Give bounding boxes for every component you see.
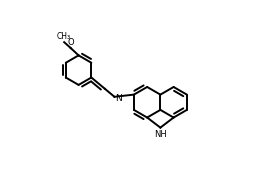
- Text: NH: NH: [154, 130, 167, 139]
- Text: O: O: [67, 38, 74, 47]
- Text: N: N: [115, 94, 122, 103]
- Text: CH₃: CH₃: [57, 32, 71, 41]
